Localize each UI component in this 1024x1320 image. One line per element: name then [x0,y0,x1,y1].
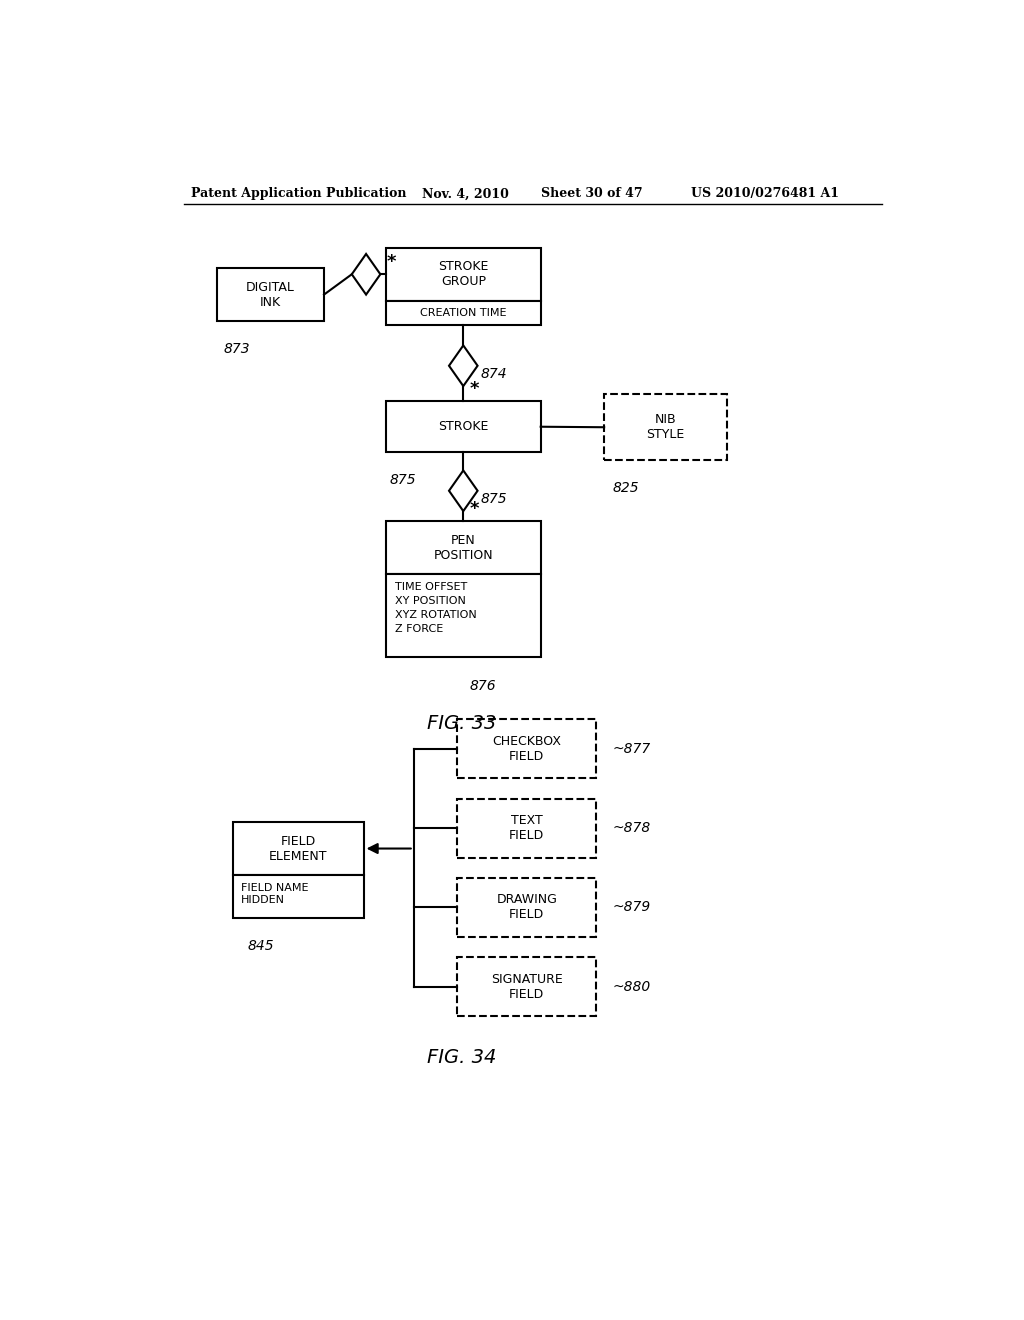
Text: FIG. 33: FIG. 33 [427,714,496,733]
Text: NIB
STYLE: NIB STYLE [646,413,685,441]
Text: FIG. 34: FIG. 34 [427,1048,496,1068]
Text: ~878: ~878 [612,821,650,836]
Text: ~879: ~879 [612,900,650,915]
Text: STROKE: STROKE [438,420,488,433]
Text: 825: 825 [612,480,639,495]
Text: FIELD
ELEMENT: FIELD ELEMENT [269,834,328,862]
Text: 845: 845 [247,939,273,953]
Text: CHECKBOX
FIELD: CHECKBOX FIELD [493,735,561,763]
Polygon shape [449,346,477,385]
Text: 876: 876 [470,678,497,693]
Text: CREATION TIME: CREATION TIME [420,308,507,318]
Text: DRAWING
FIELD: DRAWING FIELD [497,894,557,921]
Text: TEXT
FIELD: TEXT FIELD [509,814,545,842]
FancyBboxPatch shape [458,799,596,858]
Text: FIELD NAME
HIDDEN: FIELD NAME HIDDEN [241,883,308,904]
Polygon shape [449,470,477,511]
Text: Patent Application Publication: Patent Application Publication [191,187,407,201]
FancyBboxPatch shape [458,719,596,779]
Text: 875: 875 [480,492,507,506]
FancyBboxPatch shape [458,878,596,937]
Text: PEN
POSITION: PEN POSITION [433,533,494,562]
FancyBboxPatch shape [458,957,596,1016]
Text: Sheet 30 of 47: Sheet 30 of 47 [541,187,642,201]
Text: STROKE
GROUP: STROKE GROUP [438,260,488,288]
FancyBboxPatch shape [604,395,727,461]
Text: SIGNATURE
FIELD: SIGNATURE FIELD [490,973,562,1001]
Text: 873: 873 [223,342,250,356]
FancyBboxPatch shape [386,301,541,325]
FancyBboxPatch shape [232,875,364,917]
Text: *: * [470,380,479,399]
Text: *: * [387,253,396,271]
Text: US 2010/0276481 A1: US 2010/0276481 A1 [691,187,840,201]
Text: TIME OFFSET
XY POSITION
XYZ ROTATION
Z FORCE: TIME OFFSET XY POSITION XYZ ROTATION Z F… [395,582,477,634]
Text: ~877: ~877 [612,742,650,756]
Polygon shape [352,253,380,294]
Text: 875: 875 [390,473,417,487]
FancyBboxPatch shape [386,401,541,453]
Text: 874: 874 [480,367,507,381]
FancyBboxPatch shape [386,248,541,301]
Text: ~880: ~880 [612,979,650,994]
FancyBboxPatch shape [386,521,541,574]
FancyBboxPatch shape [386,574,541,657]
Text: DIGITAL
INK: DIGITAL INK [246,281,295,309]
FancyBboxPatch shape [217,268,324,321]
FancyBboxPatch shape [232,822,364,875]
Text: Nov. 4, 2010: Nov. 4, 2010 [422,187,509,201]
Text: *: * [470,500,479,517]
